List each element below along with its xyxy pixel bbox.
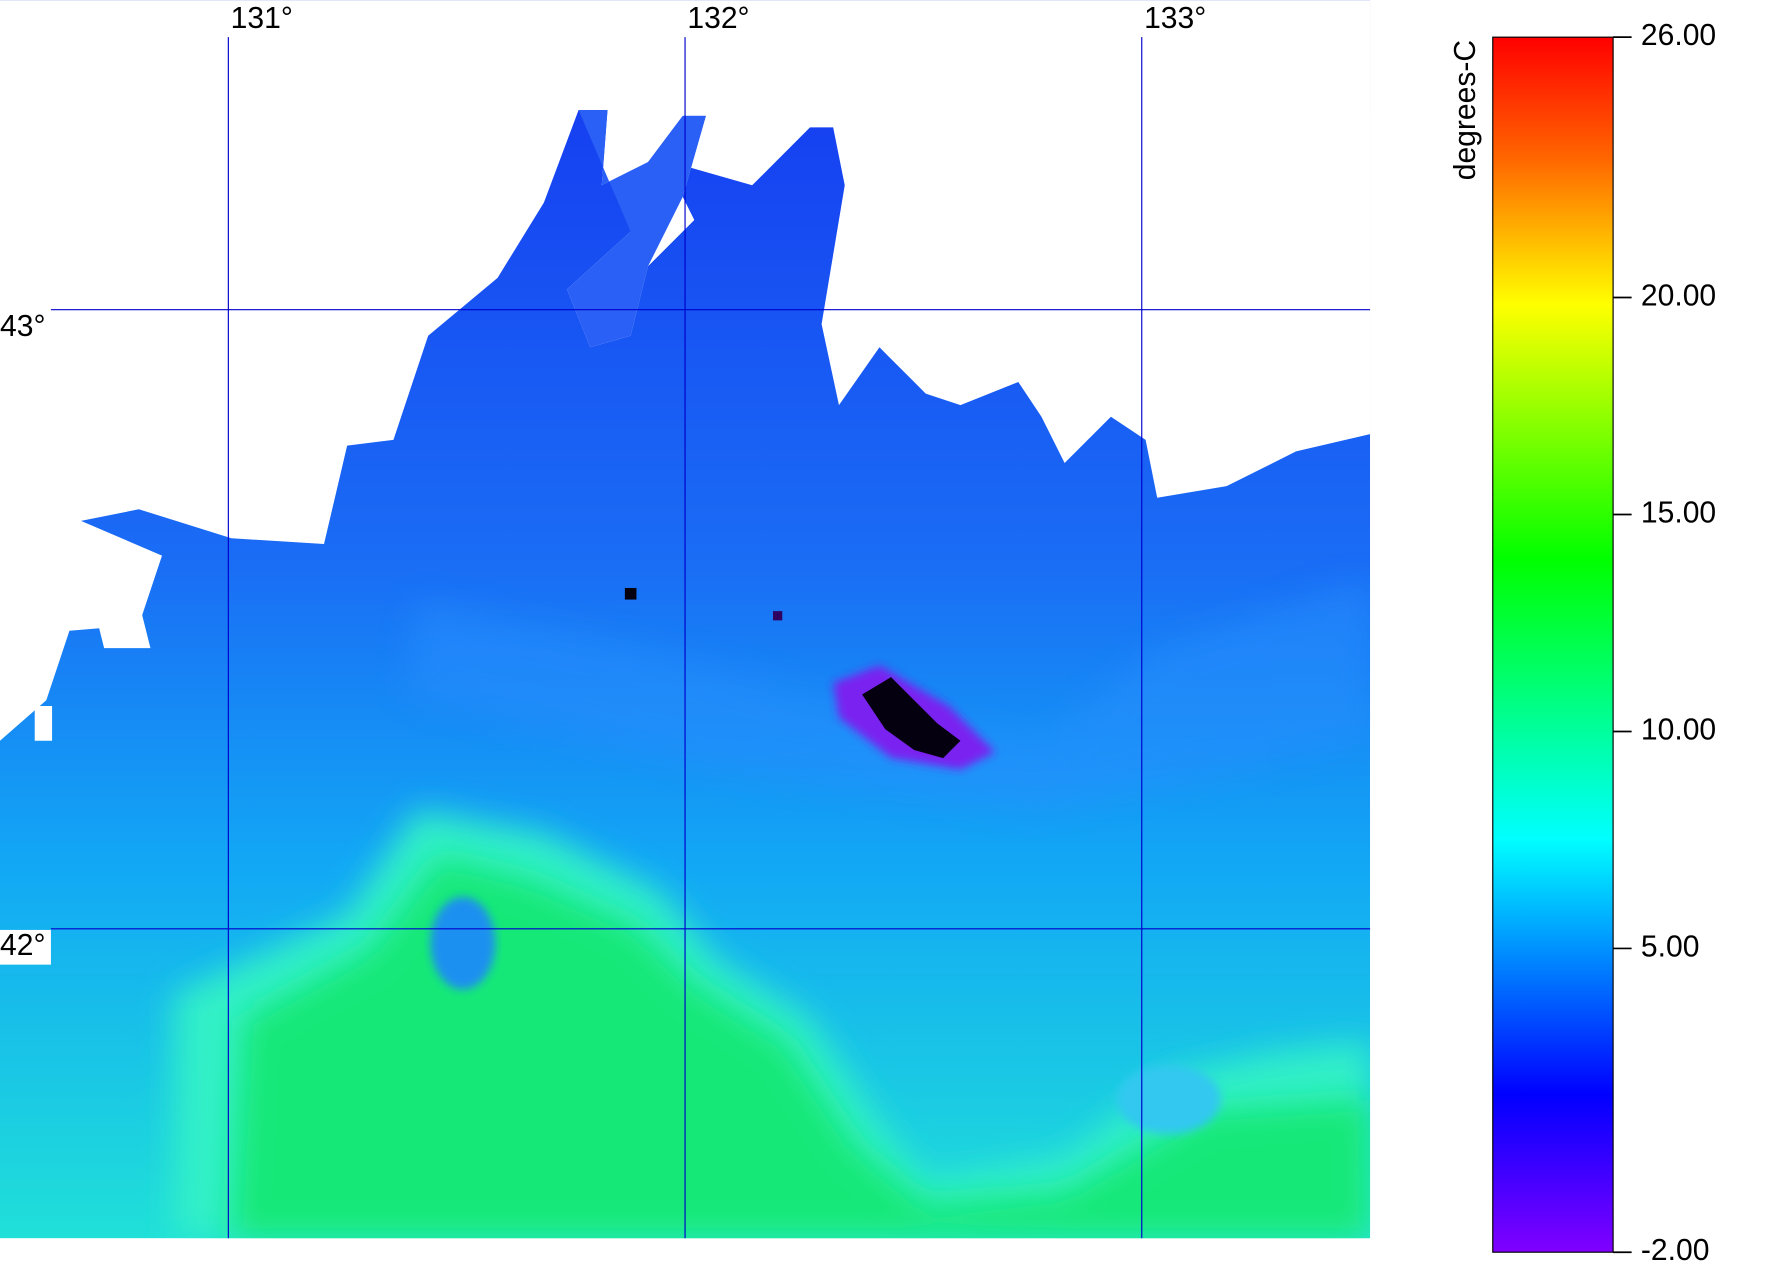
colorbar-ramp [1492, 36, 1614, 1253]
lat-label-bg [0, 929, 51, 965]
colorbar-tick-label: -2.00 [1641, 1234, 1710, 1267]
lon-label: 131° [231, 2, 293, 35]
lat-label-bg [0, 310, 51, 346]
colorbar-tick-label: 10.00 [1641, 713, 1716, 746]
colorbar-unit: degrees-C [1449, 40, 1482, 180]
lon-label: 132° [687, 2, 749, 35]
colorbar-tick-label: 15.00 [1641, 496, 1716, 529]
lon-label: 133° [1144, 2, 1206, 35]
colorbar-tick-label: 5.00 [1641, 930, 1700, 963]
colorbar: degrees-C 26.00 20.00 15.00 10.00 5.00 -2.00 [1449, 19, 1716, 1267]
lat-label: 43° [0, 310, 45, 343]
colorbar-tick-label: 20.00 [1641, 279, 1716, 312]
lat-label: 42° [0, 929, 45, 962]
graticule: 131° 132° 133° 43° 42° [0, 2, 1371, 1239]
colorbar-tick-label: 26.00 [1641, 19, 1716, 52]
